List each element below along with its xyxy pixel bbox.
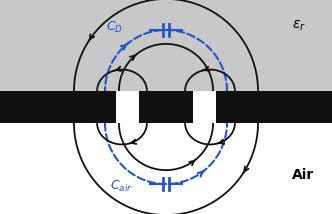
- Bar: [0, 123, 332, 214]
- Text: $\varepsilon_r$: $\varepsilon_r$: [292, 18, 306, 33]
- Text: $C_{air}$: $C_{air}$: [110, 179, 133, 194]
- Bar: [193, 91, 216, 123]
- Text: Air: Air: [292, 168, 314, 183]
- Bar: [0, 0, 332, 91]
- Bar: [116, 91, 139, 123]
- Bar: [0, 91, 332, 107]
- Bar: [0, 91, 332, 123]
- Text: $C_D$: $C_D$: [106, 20, 123, 35]
